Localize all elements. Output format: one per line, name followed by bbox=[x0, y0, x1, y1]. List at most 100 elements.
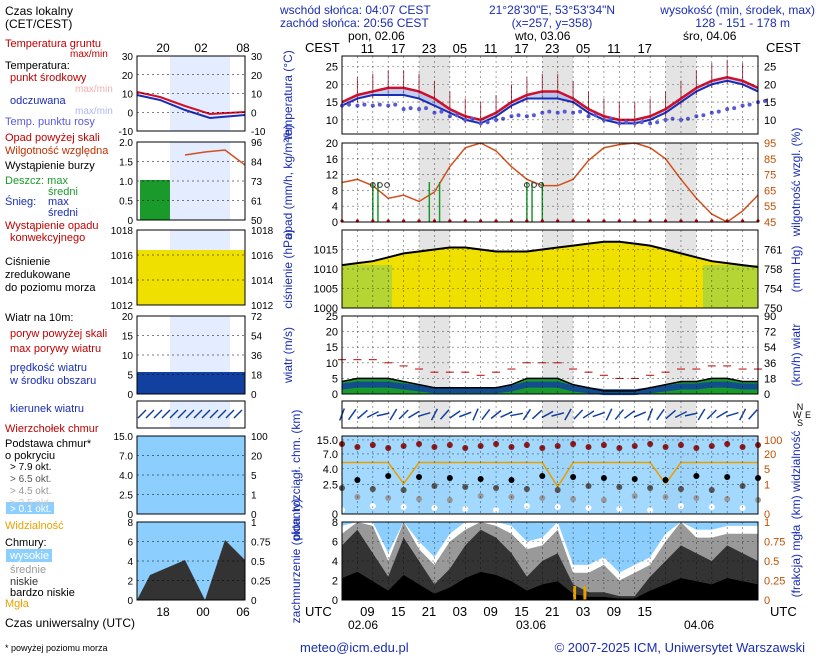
cloud-dot bbox=[523, 442, 530, 448]
wind-arrow bbox=[439, 409, 450, 420]
mini-tick-left: 15 bbox=[122, 332, 134, 343]
dew-point-dot bbox=[593, 113, 598, 118]
dew-point-dot bbox=[377, 102, 382, 107]
mini-tick-left: 1.5 bbox=[119, 158, 133, 169]
dew-point-dot bbox=[578, 109, 583, 114]
cloud-dot bbox=[677, 486, 684, 492]
legend-clouds: Chmury: bbox=[5, 537, 47, 549]
fog-bar bbox=[583, 586, 587, 600]
cloud-dot bbox=[724, 496, 731, 502]
dew-point-dot bbox=[386, 103, 391, 108]
hour-label: 17 bbox=[638, 41, 652, 56]
mini-tick-right: 0 bbox=[251, 390, 257, 401]
mini-tick-left: 0 bbox=[127, 216, 133, 227]
legend-soil: Temperatura gruntu bbox=[5, 38, 101, 50]
mini-tick-right: 61 bbox=[251, 197, 263, 208]
mini-tick-left: 0.5 bbox=[119, 197, 133, 208]
mini-night bbox=[170, 401, 230, 428]
wind-arrow bbox=[347, 408, 357, 421]
y-tick-right: 45 bbox=[764, 217, 776, 229]
cloud-dot bbox=[677, 442, 684, 448]
panel-title-windk: (km/h) wiatr bbox=[789, 324, 803, 387]
y-tick-right: 72 bbox=[764, 327, 776, 339]
mini-chart bbox=[136, 229, 246, 306]
legend-okt: > 0.1 okt. bbox=[10, 504, 51, 515]
dew-point-dot bbox=[454, 113, 459, 118]
dew-point-dot bbox=[663, 117, 668, 122]
dew-point-dot bbox=[732, 106, 737, 111]
bottom-date-labels: 02.06 03.06 04.06 bbox=[348, 618, 714, 632]
mini-tick-right: 1 bbox=[251, 491, 257, 502]
wind-arrow bbox=[490, 409, 502, 420]
legend-soil-mm: max/min bbox=[70, 49, 108, 60]
mini-wind-arrow bbox=[153, 409, 163, 419]
wind-arrow bbox=[366, 410, 379, 419]
hour-label: 15 bbox=[391, 604, 405, 619]
wind-arrow bbox=[481, 408, 491, 421]
mini-tick-left: 4.0 bbox=[119, 471, 133, 482]
dew-point-dot bbox=[463, 117, 468, 122]
footer-email[interactable]: meteo@icm.edu.pl bbox=[300, 640, 409, 655]
panel-cc bbox=[341, 521, 759, 601]
mini-wind-fill bbox=[137, 372, 245, 394]
hour-label: 03 bbox=[576, 604, 590, 619]
mini-tick-left: 20 bbox=[122, 312, 134, 323]
wind-arrow bbox=[510, 412, 524, 417]
mini-tick-right: 36 bbox=[251, 351, 263, 362]
pressure-tint bbox=[342, 265, 392, 308]
wind-arrow bbox=[472, 408, 479, 421]
y-tick-left: 4 bbox=[332, 201, 338, 213]
top-day-labels: pon, 02.06 wto, 03.06 śro, 04.06 bbox=[348, 29, 737, 43]
cloud-dot bbox=[554, 487, 561, 493]
y-tick-right: 1 bbox=[764, 517, 770, 529]
very-low-clouds-area bbox=[342, 571, 758, 600]
dew-point-dot bbox=[678, 117, 683, 122]
pressure-tint bbox=[703, 265, 758, 308]
compass-w: W bbox=[793, 410, 802, 420]
legend-top-hours: 20 02 08 bbox=[156, 41, 250, 55]
pressure-area bbox=[342, 241, 758, 308]
dew-point-dot bbox=[485, 120, 490, 125]
dew-point-dot bbox=[655, 120, 660, 125]
y-tick-left: 1005 bbox=[314, 284, 338, 296]
y-tick-left: 10 bbox=[326, 115, 338, 127]
wind-arrow bbox=[459, 411, 472, 418]
dew-point-dot bbox=[608, 116, 613, 121]
y-tick-left: 7.0 bbox=[323, 449, 338, 461]
y-tick-left: 2 bbox=[332, 576, 338, 588]
mini-tick-right: 20 bbox=[251, 71, 263, 82]
date-label: 03.06 bbox=[516, 618, 546, 632]
wind-arrow bbox=[647, 408, 654, 421]
y-tick-right: 95 bbox=[764, 138, 776, 150]
mini-tick-right: 0.25 bbox=[251, 577, 271, 588]
y-tick-left: 15.0 bbox=[317, 435, 338, 447]
panel-title-fog: (frakcja) mgła bbox=[789, 524, 803, 597]
mini-perceived bbox=[136, 94, 246, 120]
y-tick-right: 5 bbox=[764, 464, 770, 476]
y-tick-left: 25 bbox=[326, 62, 338, 74]
wind-arrow bbox=[656, 408, 665, 421]
dew-point-dot bbox=[763, 99, 767, 104]
perceived-line bbox=[341, 79, 759, 125]
mini-temp bbox=[136, 91, 246, 116]
mini-tick-left: 0 bbox=[127, 510, 133, 521]
cloud-dot bbox=[570, 496, 577, 502]
wind-arrow bbox=[551, 412, 565, 417]
legend-wind-speed: prędkość wiatru bbox=[10, 362, 87, 374]
panel-border bbox=[341, 521, 759, 601]
legend-panel: Czas lokalny (CET/CEST) 20 02 08 Temperatu… bbox=[5, 4, 274, 653]
hour-label: 09 bbox=[360, 604, 374, 619]
dew-point-dot bbox=[531, 113, 536, 118]
mini-tick-right: 1014 bbox=[251, 276, 274, 287]
legend-hour: 18 bbox=[156, 605, 170, 619]
mini-rain bbox=[140, 180, 170, 220]
mini-chart bbox=[136, 521, 246, 601]
pressure-line bbox=[341, 240, 759, 269]
mini-night bbox=[170, 142, 230, 220]
y-tick-left: 20 bbox=[326, 79, 338, 91]
mini-tick-right: 5 bbox=[251, 471, 257, 482]
wind-arrow bbox=[389, 408, 398, 421]
mini-border bbox=[136, 229, 246, 306]
mini-chart bbox=[136, 315, 246, 395]
